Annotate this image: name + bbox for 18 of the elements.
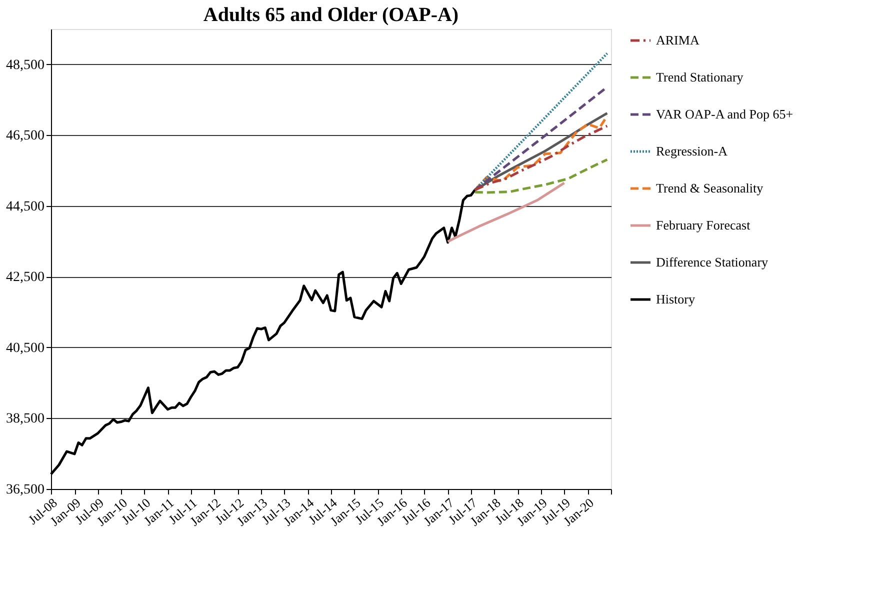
y-tick-label: 38,500 xyxy=(6,412,44,427)
y-tick-label: 46,500 xyxy=(6,128,44,144)
legend-label: Trend & Seasonality xyxy=(656,180,764,196)
line-series xyxy=(474,158,608,194)
legend-label: VAR OAP-A and Pop 65+ xyxy=(656,106,794,122)
chart-title: Adults 65 and Older (OAP-A) xyxy=(203,4,459,26)
line-series xyxy=(446,182,566,243)
legend-label: February Forecast xyxy=(656,218,751,232)
y-tick-label: 42,500 xyxy=(6,270,44,286)
y-tick-label: 36,500 xyxy=(6,482,44,498)
legend-label: Regression-A xyxy=(656,144,728,158)
y-tick-label: 48,500 xyxy=(6,58,44,73)
legend-label: Difference Stationary xyxy=(656,254,769,270)
y-tick-label: 44,500 xyxy=(6,199,44,214)
legend-label: History xyxy=(656,292,696,306)
y-tick-label: 40,500 xyxy=(6,340,44,356)
legend-label: ARIMA xyxy=(656,32,700,48)
legend-label: Trend Stationary xyxy=(656,70,744,84)
